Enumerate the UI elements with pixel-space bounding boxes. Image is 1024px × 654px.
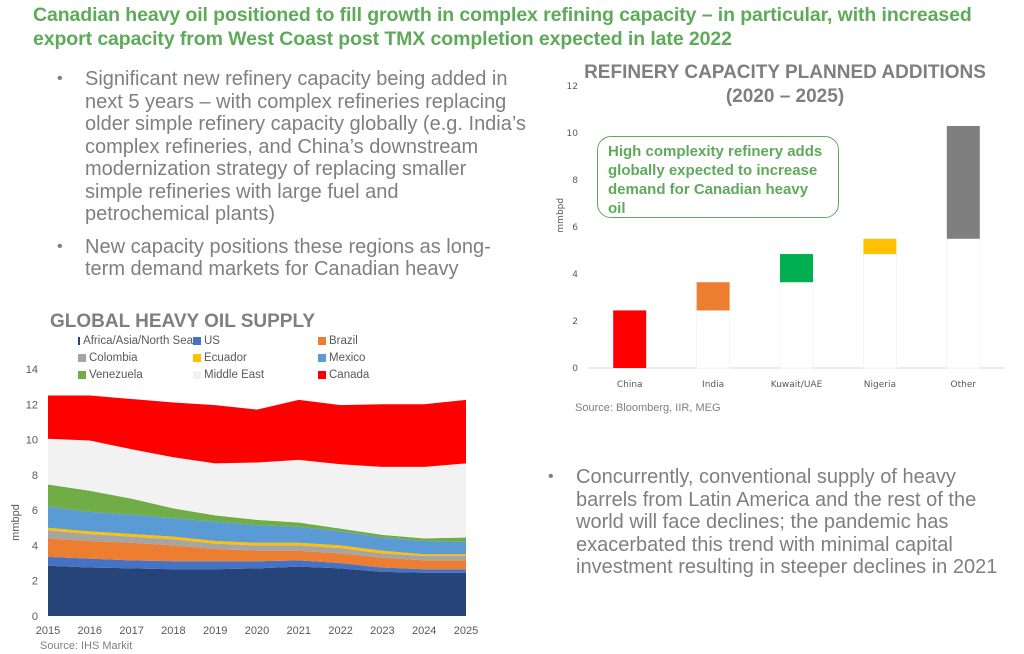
legend-swatch <box>193 370 201 379</box>
y-tick-label: 4 <box>572 270 578 280</box>
y-axis-label: mmbpd <box>10 504 22 541</box>
y-tick-label: 6 <box>572 223 578 233</box>
heavy-oil-chart-title: GLOBAL HEAVY OIL SUPPLY <box>50 311 316 332</box>
bullet-item: New capacity positions these regions as … <box>57 236 527 281</box>
legend-label: Africa/Asia/North Sea <box>83 334 193 347</box>
bar-other <box>946 125 980 239</box>
x-tick-label: Kuwait/UAE <box>771 380 823 390</box>
y-tick-label: 2 <box>32 576 38 588</box>
y-tick-label: 12 <box>26 399 38 411</box>
x-tick-label: 2024 <box>412 625 436 637</box>
legend-swatch <box>318 370 326 379</box>
x-tick-label: India <box>702 380 724 390</box>
waterfall-invisible-base <box>863 253 897 369</box>
legend-swatch <box>318 336 326 345</box>
waterfall-invisible-base <box>696 310 730 369</box>
waterfall-invisible-base <box>779 281 814 369</box>
x-tick-label: 2021 <box>287 625 311 637</box>
x-tick-label: 2018 <box>161 625 185 637</box>
y-tick-label: 12 <box>567 82 578 92</box>
legend-item: US <box>193 333 318 348</box>
legend-label: Brazil <box>329 334 358 347</box>
legend-item: Brazil <box>318 333 408 348</box>
legend-item: Canada <box>318 367 408 382</box>
area-series-brazil <box>48 538 466 570</box>
area-series-mexico <box>48 506 466 555</box>
y-tick-label: 10 <box>26 435 38 447</box>
area-series-us <box>48 556 466 573</box>
legend-swatch <box>193 353 201 362</box>
legend-item: Middle East <box>193 367 318 382</box>
y-tick-label: 0 <box>572 364 578 374</box>
legend-label: Middle East <box>204 368 265 381</box>
bullet-item: Significant new refinery capacity being … <box>57 68 527 226</box>
y-tick-label: 10 <box>567 129 579 139</box>
legend-swatch <box>78 370 86 379</box>
bar-india <box>696 282 730 311</box>
refinery-chart-source: Source: Bloomberg, IIR, MEG <box>575 402 721 414</box>
bar-china <box>613 310 647 368</box>
legend-label: US <box>204 334 220 347</box>
waterfall-invisible-base <box>946 238 981 369</box>
bullet-item: Concurrently, conventional supply of hea… <box>548 466 1018 579</box>
y-tick-label: 14 <box>26 364 38 376</box>
area-series-middle-east <box>48 438 466 539</box>
y-tick-label: 2 <box>572 317 578 327</box>
x-tick-label: 2022 <box>328 625 352 637</box>
left-bullet-list: Significant new refinery capacity being … <box>57 68 527 291</box>
refinery-chart-title: REFINERY CAPACITY PLANNED ADDITIONS (202… <box>555 61 1015 109</box>
x-tick-label: 2017 <box>119 625 143 637</box>
x-tick-label: China <box>617 380 643 390</box>
heavy-oil-chart-source: Source: IHS Markit <box>40 640 133 652</box>
y-tick-label: 0 <box>32 611 38 623</box>
legend-item: Ecuador <box>193 350 318 365</box>
legend-item: Africa/Asia/North Sea <box>78 333 193 348</box>
slide-title: Canadian heavy oil positioned to fill gr… <box>33 4 972 50</box>
x-tick-label: 2020 <box>245 625 269 637</box>
x-tick-label: 2019 <box>203 625 227 637</box>
bar-kuwait-uae <box>780 254 813 283</box>
bar-nigeria <box>863 238 897 255</box>
y-axis-label: mmbpd <box>556 198 566 233</box>
legend-swatch <box>78 353 86 362</box>
y-tick-label: 8 <box>32 470 38 482</box>
legend-swatch <box>78 336 81 345</box>
legend-swatch <box>318 353 326 362</box>
area-series-venezuela <box>48 484 466 542</box>
right-bullet-list: Concurrently, conventional supply of hea… <box>548 466 1018 589</box>
legend-label: Colombia <box>89 351 138 364</box>
x-tick-label: 2015 <box>36 625 60 637</box>
legend-label: Canada <box>329 368 370 381</box>
legend-item: Venezuela <box>78 367 193 382</box>
x-tick-label: Other <box>951 380 977 390</box>
heavy-oil-chart-legend: Africa/Asia/North Sea US Brazil Colombia Ecu… <box>78 333 408 382</box>
area-series-ecuador <box>48 527 466 557</box>
y-tick-label: 6 <box>32 505 38 517</box>
y-tick-label: 4 <box>32 540 38 552</box>
legend-item: Mexico <box>318 350 408 365</box>
x-tick-label: 2025 <box>454 625 478 637</box>
y-tick-label: 8 <box>572 176 578 186</box>
legend-label: Mexico <box>329 351 366 364</box>
x-tick-label: 2016 <box>78 625 102 637</box>
legend-label: Venezuela <box>89 368 143 381</box>
legend-item: Colombia <box>78 350 193 365</box>
area-series-canada <box>48 395 466 467</box>
legend-swatch <box>193 336 201 345</box>
callout-box: High complexity refinery adds globally e… <box>597 136 839 218</box>
area-series-africa-asia-north-sea <box>48 565 466 616</box>
legend-label: Ecuador <box>204 351 247 364</box>
refinery-chart-title-line: (2020 – 2025) <box>725 86 845 107</box>
x-tick-label: Nigeria <box>864 380 896 390</box>
refinery-chart-title-line: REFINERY CAPACITY PLANNED ADDITIONS <box>584 62 986 83</box>
x-tick-label: 2023 <box>370 625 394 637</box>
